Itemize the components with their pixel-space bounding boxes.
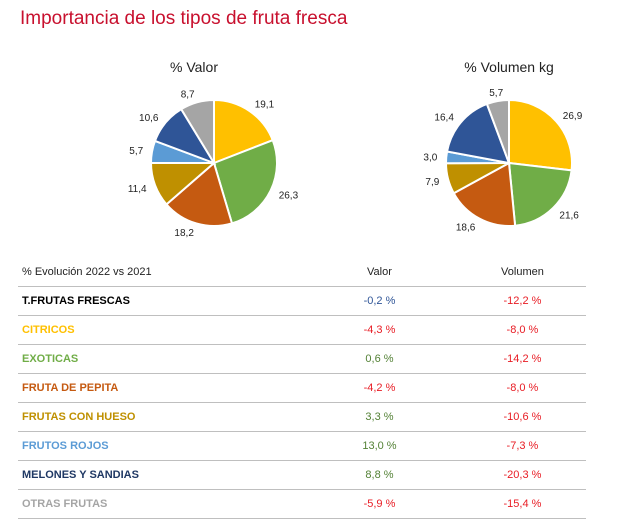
row-name: EXOTICAS — [22, 353, 79, 365]
page-title: Importancia de los tipos de fruta fresca — [20, 8, 348, 29]
pie-chart-volumen: % Volumen kg 26,9 21,6 18,6 7,9 3,0 16,4 5,7 — [423, 59, 582, 234]
table-row: FRUTA DE PEPITA -4,2 % -8,0 % — [18, 374, 586, 403]
pie-slice-valor-otras-frutas — [179, 98, 215, 167]
pie-label-volumen-frutas-con-hueso: 7,9 — [425, 177, 439, 188]
pie-chart-valor-title: % Valor — [170, 59, 218, 75]
pie-charts: % Valor 19,1 26,3 18,2 11,4 5,7 10,6 8,7 % Vol… — [128, 59, 583, 239]
pie-label-valor-frutas-con-hueso: 11,4 — [128, 184, 147, 195]
row-volumen: -15,4 % — [503, 498, 542, 510]
pie-slice-valor-fruta-de-pepita — [165, 161, 234, 227]
evolution-table: % Evolución 2022 vs 2021 Valor Volumen T… — [18, 258, 586, 519]
row-name: FRUTA DE PEPITA — [22, 382, 119, 394]
pie-label-volumen-citricos: 26,9 — [563, 111, 583, 122]
table-row: EXOTICAS 0,6 % -14,2 % — [18, 345, 586, 374]
table-row: OTRAS FRUTAS -5,9 % -15,4 % — [18, 490, 586, 519]
pie-slice-volumen-citricos — [508, 98, 573, 172]
row-valor: -0,2 % — [363, 295, 396, 307]
pie-chart-valor: % Valor 19,1 26,3 18,2 11,4 5,7 10,6 8,7 — [128, 59, 299, 239]
row-name: FRUTOS ROJOS — [22, 440, 109, 452]
row-volumen: -10,6 % — [503, 411, 542, 423]
pie-slice-volumen-melones-y-sandias — [445, 102, 511, 165]
pie-label-valor-exoticas: 26,3 — [279, 191, 299, 202]
pie-slice-volumen-otras-frutas — [485, 98, 510, 164]
row-name: OTRAS FRUTAS — [22, 498, 108, 510]
table-row: FRUTAS CON HUESO 3,3 % -10,6 % — [18, 403, 586, 432]
pie-label-valor-otras-frutas: 8,7 — [181, 90, 195, 101]
pie-label-volumen-fruta-de-pepita: 18,6 — [456, 223, 476, 234]
row-volumen: -20,3 % — [503, 469, 542, 481]
row-name: MELONES Y SANDIAS — [22, 469, 139, 481]
row-valor: -4,3 % — [363, 324, 396, 336]
table-row: T.FRUTAS FRESCAS -0,2 % -12,2 % — [18, 287, 586, 316]
pie-chart-volumen-title: % Volumen kg — [464, 59, 554, 75]
row-name: FRUTAS CON HUESO — [22, 411, 136, 423]
pie-label-valor-fruta-de-pepita: 18,2 — [174, 228, 194, 239]
pie-label-volumen-exoticas: 21,6 — [559, 210, 579, 221]
row-volumen: -8,0 % — [506, 324, 539, 336]
column-header-valor: Valor — [367, 266, 392, 278]
evolution-table-title: % Evolución 2022 vs 2021 — [22, 266, 152, 278]
table-row: CITRICOS -4,3 % -8,0 % — [18, 316, 586, 345]
row-name: CITRICOS — [22, 324, 75, 336]
pie-label-valor-citricos: 19,1 — [255, 100, 275, 111]
row-valor: -5,9 % — [363, 498, 396, 510]
table-row: MELONES Y SANDIAS 8,8 % -20,3 % — [18, 461, 586, 490]
pie-label-volumen-frutos-rojos: 3,0 — [423, 153, 437, 164]
pie-label-volumen-melones-y-sandias: 16,4 — [434, 113, 454, 124]
row-valor: 8,8 % — [365, 469, 394, 481]
table-row: FRUTOS ROJOS 13,0 % -7,3 % — [18, 432, 586, 461]
pie-slice-valor-exoticas — [212, 138, 278, 225]
row-valor: -4,2 % — [363, 382, 396, 394]
row-volumen: -8,0 % — [506, 382, 539, 394]
row-name: T.FRUTAS FRESCAS — [22, 295, 130, 307]
pie-label-volumen-otras-frutas: 5,7 — [489, 88, 503, 99]
pie-label-valor-melones-y-sandias: 10,6 — [139, 113, 159, 124]
pie-slice-volumen-fruta-de-pepita — [452, 161, 517, 227]
row-valor: 0,6 % — [365, 353, 394, 365]
evolution-table-body: T.FRUTAS FRESCAS -0,2 % -12,2 % CITRICOS -4,… — [18, 287, 586, 519]
pie-slice-valor-citricos — [213, 98, 275, 165]
pie-slice-volumen-exoticas — [507, 161, 573, 227]
pie-label-valor-frutos-rojos: 5,7 — [129, 146, 143, 157]
row-valor: 3,3 % — [365, 411, 394, 423]
column-header-volumen: Volumen — [501, 266, 544, 278]
row-volumen: -12,2 % — [503, 295, 542, 307]
row-valor: 13,0 % — [362, 440, 397, 452]
row-volumen: -14,2 % — [503, 353, 542, 365]
row-volumen: -7,3 % — [506, 440, 539, 452]
evolution-table-header: % Evolución 2022 vs 2021 Valor Volumen — [18, 258, 586, 287]
